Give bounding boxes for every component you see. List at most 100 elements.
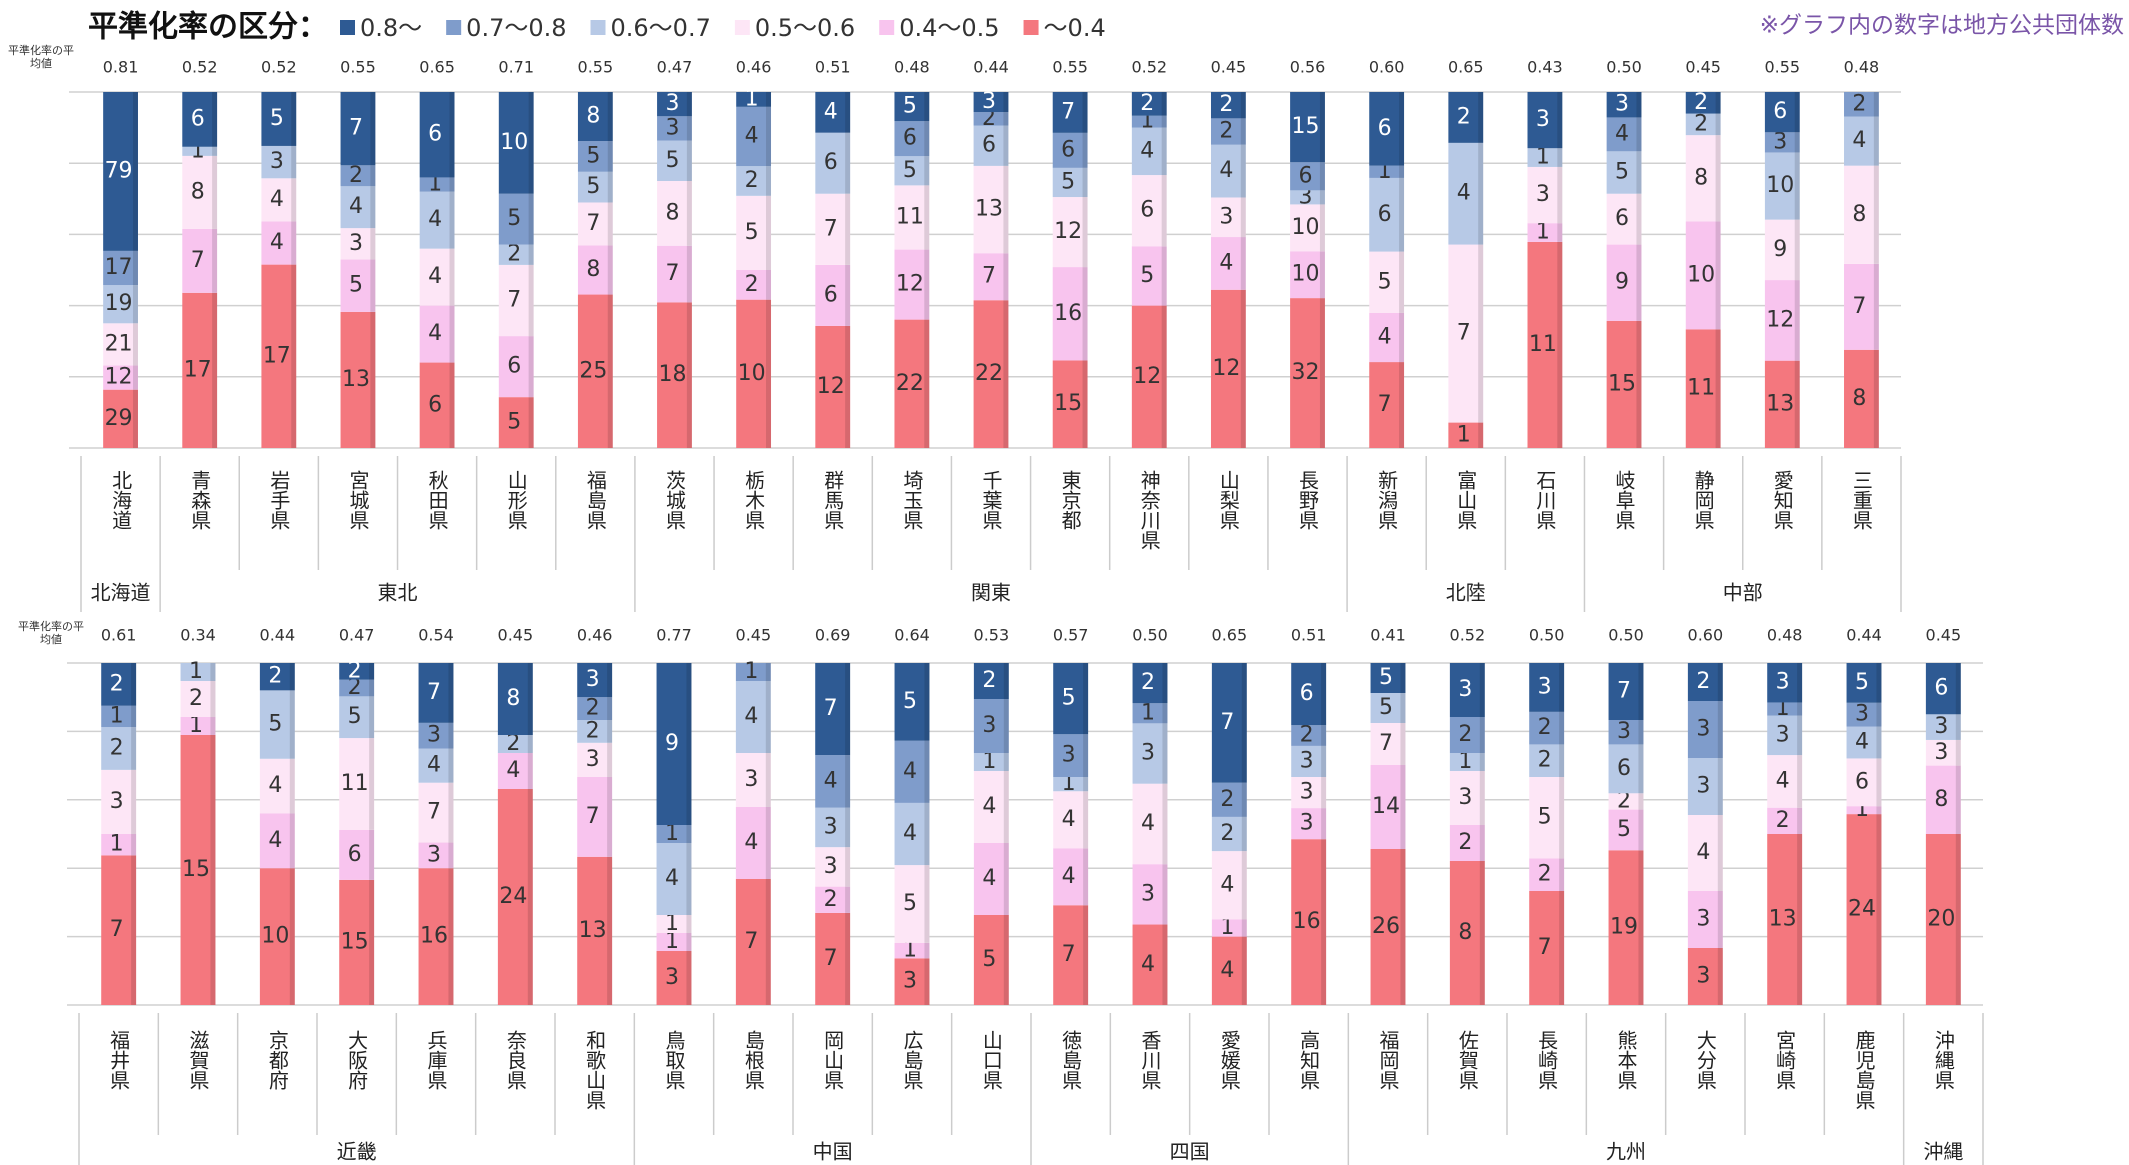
value-label: 17 xyxy=(263,343,291,368)
value-label: 7 xyxy=(1852,294,1866,319)
bar-segment xyxy=(577,171,613,203)
bar-side xyxy=(607,141,613,172)
bar-side xyxy=(131,855,137,1005)
bar-side xyxy=(528,92,534,194)
bar-segment xyxy=(894,121,930,157)
average-label: 0.34 xyxy=(180,626,216,645)
bar-segment xyxy=(973,915,1009,1005)
bar-side xyxy=(210,681,216,717)
value-label: 8 xyxy=(506,686,520,711)
bar-segment xyxy=(259,663,295,691)
bar-side xyxy=(1797,715,1803,756)
bar-segment xyxy=(182,292,218,448)
value-label: 7 xyxy=(1379,731,1393,756)
value-label: 2 xyxy=(1458,722,1472,747)
bar-segment xyxy=(735,681,771,753)
bar-segment xyxy=(656,663,692,825)
bar-side xyxy=(845,132,851,194)
bar-segment xyxy=(1052,267,1088,361)
bar-segment xyxy=(1846,663,1882,703)
bar-side xyxy=(132,92,138,251)
bar-side xyxy=(369,696,375,739)
bar-side xyxy=(1082,197,1088,268)
bar-segment xyxy=(1131,127,1167,176)
bar-segment xyxy=(1290,92,1325,163)
x-tick-label: 京都府 xyxy=(265,1030,289,1090)
bar-side xyxy=(212,92,218,147)
bar-segment xyxy=(815,847,851,887)
bar-segment xyxy=(657,92,692,117)
value-label: 5 xyxy=(1538,805,1552,830)
bar-segment xyxy=(894,958,930,1005)
value-label: 5 xyxy=(1855,670,1869,695)
bar-side xyxy=(291,92,297,146)
average-label: 0.48 xyxy=(894,58,930,77)
value-label: 7 xyxy=(507,288,521,313)
bar-segment xyxy=(577,202,613,246)
bar-segment xyxy=(182,228,218,293)
average-label: 0.71 xyxy=(498,58,534,77)
average-label: 0.48 xyxy=(1844,58,1880,77)
value-label: 3 xyxy=(824,814,838,839)
value-label: 2 xyxy=(1300,723,1314,748)
bar-side xyxy=(1321,839,1327,1005)
bar-segment xyxy=(418,722,454,749)
bar-segment xyxy=(1211,936,1247,1005)
value-label: 4 xyxy=(1852,128,1866,153)
value-label: 4 xyxy=(1141,952,1155,977)
x-tick-label: 富山県 xyxy=(1454,470,1478,530)
bar-segment xyxy=(1844,92,1879,117)
bar-side xyxy=(289,868,295,1005)
value-label: 4 xyxy=(1776,768,1790,793)
bar-segment xyxy=(736,92,772,107)
bar-segment xyxy=(1527,166,1563,224)
value-label: 1 xyxy=(1457,422,1471,447)
bar-side xyxy=(686,663,692,825)
bar-side xyxy=(131,705,137,728)
bar-segment xyxy=(1291,745,1327,777)
bar-segment xyxy=(1291,808,1327,840)
bar-side xyxy=(1478,142,1484,245)
value-label: 18 xyxy=(658,362,686,387)
bar-side xyxy=(1717,701,1723,758)
bar-segment xyxy=(1132,924,1168,1005)
avg-axis-label: 平準化率の平均値 xyxy=(18,620,84,646)
bar-segment xyxy=(1211,782,1247,817)
bar-side xyxy=(1400,723,1406,765)
bar-side xyxy=(132,389,138,448)
x-tick-label: 奈良県 xyxy=(503,1030,527,1090)
bar-side xyxy=(686,951,692,1005)
bar-segment xyxy=(259,758,295,814)
bar-segment xyxy=(894,156,930,186)
legend-swatch xyxy=(879,20,895,35)
x-tick-label: 岩手県 xyxy=(267,470,291,530)
bar-segment xyxy=(1846,758,1882,807)
bar-segment xyxy=(894,185,930,250)
bar-segment xyxy=(340,92,376,166)
value-label: 5 xyxy=(1062,686,1076,711)
bar-segment xyxy=(973,753,1009,771)
bar-segment xyxy=(340,165,376,187)
bar-segment xyxy=(894,865,930,943)
bar-side xyxy=(370,186,376,229)
value-label: 1 xyxy=(744,659,758,684)
bar-side xyxy=(845,755,851,808)
value-label: 5 xyxy=(665,148,679,173)
value-label: 5 xyxy=(1617,817,1631,842)
value-label: 4 xyxy=(1615,121,1629,146)
x-tick-label: 愛知県 xyxy=(1770,470,1794,530)
bar-segment xyxy=(1764,280,1800,361)
bar-side xyxy=(1241,919,1247,937)
average-label: 0.50 xyxy=(1529,626,1565,645)
bar-side xyxy=(1636,244,1642,321)
value-label: 4 xyxy=(270,187,284,212)
bar-segment xyxy=(1370,693,1406,723)
bar-segment xyxy=(735,807,771,879)
average-label: 0.55 xyxy=(1052,58,1088,77)
value-label: 13 xyxy=(579,918,607,943)
x-tick-label: 三重県 xyxy=(1849,470,1873,530)
value-label: 11 xyxy=(341,771,369,796)
bar-side xyxy=(1400,663,1406,693)
average-label: 0.45 xyxy=(736,626,772,645)
bar-side xyxy=(1715,113,1721,136)
